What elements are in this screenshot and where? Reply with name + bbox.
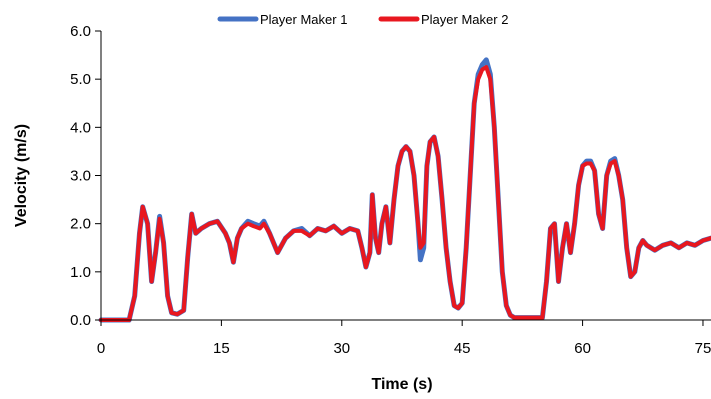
x-tick-label: 15 (213, 340, 230, 357)
series-line-2 (99, 65, 711, 322)
series-layer (98, 57, 711, 323)
x-tick-label: 60 (574, 340, 591, 357)
y-tick-label: 0.0 (70, 312, 91, 329)
y-tick-label: 5.0 (70, 71, 91, 88)
legend-label-1: Player Maker 1 (260, 12, 347, 27)
x-tick-label: 0 (97, 340, 105, 357)
y-tick-label: 3.0 (70, 168, 91, 185)
x-tick-label: 30 (333, 340, 350, 357)
y-tick-label: 4.0 (70, 119, 91, 136)
y-tick-label: 2.0 (70, 216, 91, 233)
y-tick-label: 1.0 (70, 264, 91, 281)
y-axis-title: Velocity (m/s) (13, 124, 30, 227)
legend-label-2: Player Maker 2 (421, 12, 508, 27)
y-tick-label: 6.0 (70, 23, 91, 40)
legend: Player Maker 1 Player Maker 2 (217, 12, 508, 27)
x-tick-label: 45 (454, 340, 471, 357)
x-axis-title: Time (s) (371, 376, 432, 393)
x-tick-label: 75 (695, 340, 711, 357)
ticks-layer: 0.0 1.0 2.0 3.0 4.0 5.0 6.0 0 15 30 45 60 75 (70, 23, 711, 357)
